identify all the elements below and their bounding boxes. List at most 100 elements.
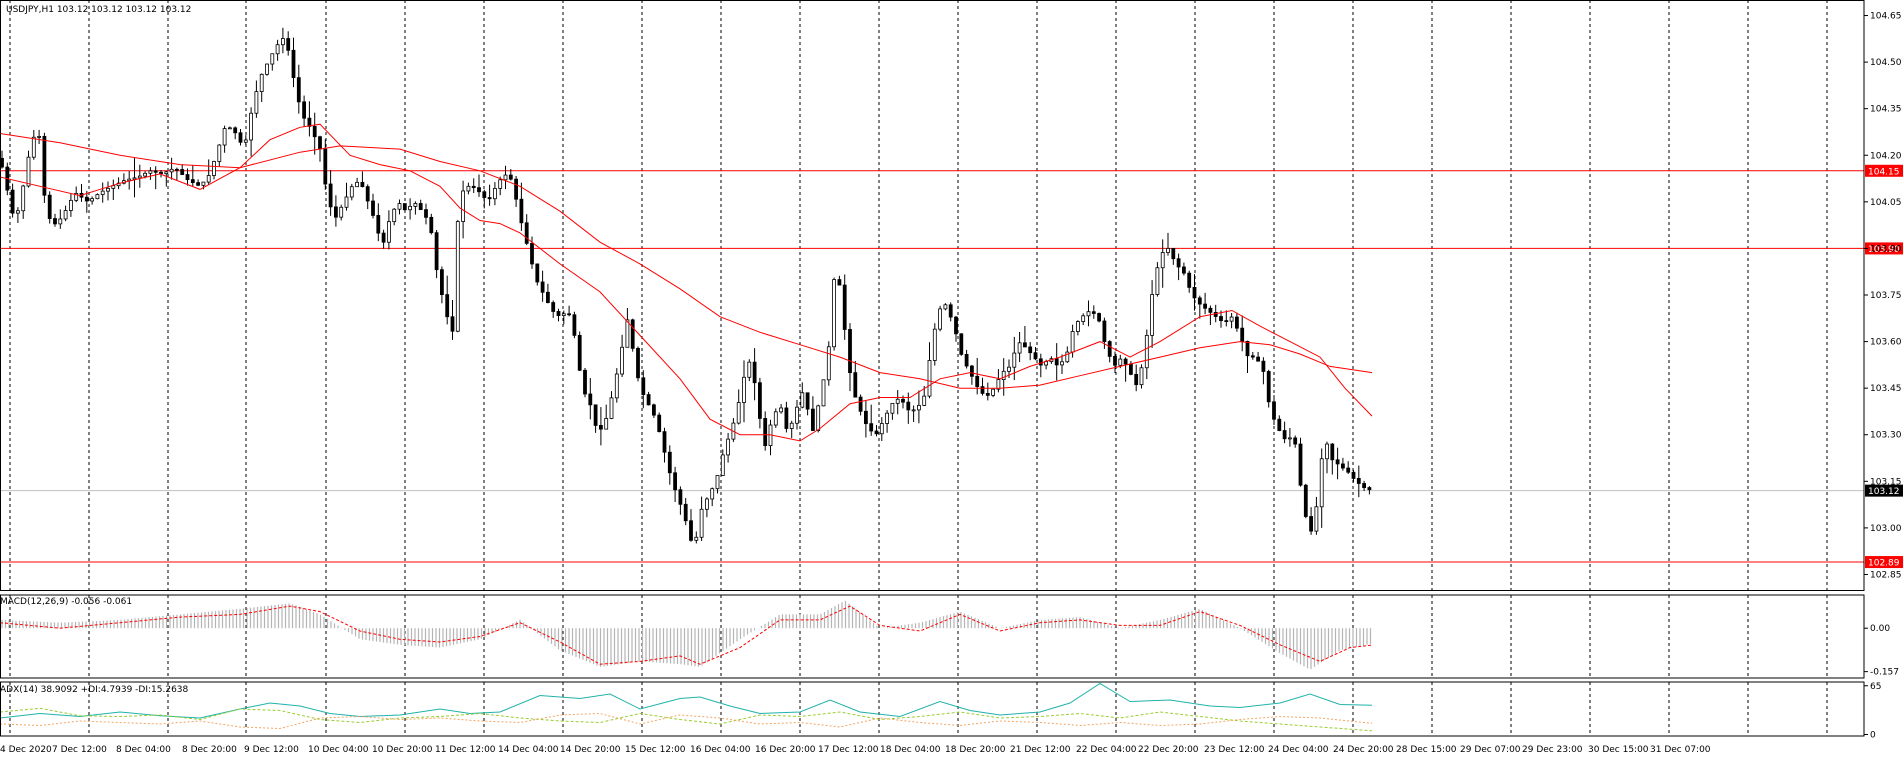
candle-body [1118, 358, 1123, 366]
macd-panel [0, 600, 1373, 670]
time-label: 15 Dec 12:00 [625, 745, 686, 755]
candle-body [1182, 266, 1186, 274]
candle-body [137, 175, 142, 179]
candle-body [392, 208, 397, 223]
candle-body [169, 168, 174, 173]
candle-body [1134, 373, 1139, 386]
candle-body [206, 175, 211, 183]
candle-body [1076, 321, 1080, 332]
candle-body [227, 127, 232, 130]
level-tag [1865, 242, 1903, 255]
candle-body [710, 488, 715, 500]
candle-body [567, 313, 571, 316]
candle-body [1203, 303, 1207, 309]
candle-body [185, 174, 190, 181]
macd-frame [0, 594, 1865, 679]
candle-body [1017, 342, 1022, 354]
candle-body [683, 503, 688, 522]
candle-body [487, 197, 492, 200]
candle-body [1335, 459, 1340, 465]
candle-body [864, 410, 868, 425]
time-label: 9 Dec 12:00 [244, 745, 299, 755]
candle-body [482, 191, 487, 198]
candle-body [1102, 320, 1107, 342]
candle-body [1362, 483, 1366, 488]
candle-body [879, 423, 884, 435]
candle-body [1314, 506, 1319, 532]
candle-body [434, 232, 439, 271]
candle-body [848, 329, 852, 374]
macd-tick-label: 0.00 [1870, 624, 1890, 634]
candle-body [1086, 311, 1091, 317]
candle-body [901, 398, 905, 403]
candle-body [37, 136, 41, 138]
candle-body [424, 209, 428, 218]
adx-frame [0, 681, 1865, 737]
price-series [0, 27, 1373, 544]
candle-body [1166, 248, 1170, 253]
candle-body [519, 198, 524, 224]
candle-body [1298, 443, 1303, 486]
candle-body [1266, 371, 1271, 403]
candle-body [789, 422, 794, 429]
candle-body [503, 174, 508, 181]
candle-body [302, 101, 307, 119]
time-axis: 4 Dec 2020 7 Dec 12:00 8 Dec 04:00 8 Dec 20… [0, 745, 1711, 755]
price-tick-label: 103.90 [1870, 244, 1902, 254]
candle-body [180, 169, 185, 175]
candle-body [858, 396, 863, 412]
level-label: 103.90 [1868, 245, 1900, 255]
candle-body [31, 136, 36, 158]
candle-body [1113, 356, 1117, 366]
candle-body [1197, 297, 1202, 305]
candle-body [784, 407, 789, 429]
candle-body [604, 418, 609, 430]
candle-body [667, 451, 672, 474]
candle-body [1240, 327, 1245, 342]
candle-body [800, 392, 805, 408]
candle-body [583, 369, 587, 395]
candle-body [455, 221, 460, 332]
candle-body [779, 407, 783, 413]
candle-body [1065, 351, 1070, 363]
level-label: 104.15 [1868, 167, 1900, 177]
time-label: 8 Dec 04:00 [116, 745, 171, 755]
candle-body [132, 177, 137, 180]
candle-body [996, 379, 1001, 390]
current-price-label: 103.12 [1868, 487, 1900, 497]
time-label: 21 Dec 12:00 [1010, 745, 1071, 755]
time-label: 29 Dec 23:00 [1522, 745, 1583, 755]
candle-body [243, 139, 248, 143]
candle-body [561, 313, 566, 316]
candle-body [948, 304, 953, 318]
candle-body [795, 406, 799, 424]
plus-di-line [0, 707, 1373, 732]
candle-body [1038, 358, 1043, 366]
price-tick-label: 103.75 [1870, 291, 1902, 301]
candle-body [742, 376, 746, 403]
candle-body [546, 291, 550, 303]
price-tick-label: 104.35 [1870, 105, 1902, 115]
time-label: 14 Dec 20:00 [560, 745, 621, 755]
candle-body [1303, 484, 1308, 517]
macd-tick-label: -0.157 [1870, 668, 1899, 678]
candle-body [1325, 443, 1329, 460]
candle-body [1129, 363, 1133, 375]
candle-body [1293, 437, 1298, 445]
candle-body [371, 200, 375, 216]
candle-body [673, 472, 677, 491]
candle-body [90, 198, 94, 202]
candle-body [715, 475, 720, 490]
candle-body [980, 386, 985, 394]
candle-body [1081, 315, 1086, 322]
time-label: 10 Dec 04:00 [308, 745, 369, 755]
candle-body [249, 112, 254, 141]
candle-body [514, 178, 518, 200]
candle-body [599, 425, 603, 430]
candle-body [238, 132, 243, 143]
time-label: 7 Dec 12:00 [52, 745, 107, 755]
price-tick-label: 102.85 [1870, 570, 1902, 580]
candle-body [217, 144, 222, 162]
minus-di-line [0, 712, 1373, 730]
